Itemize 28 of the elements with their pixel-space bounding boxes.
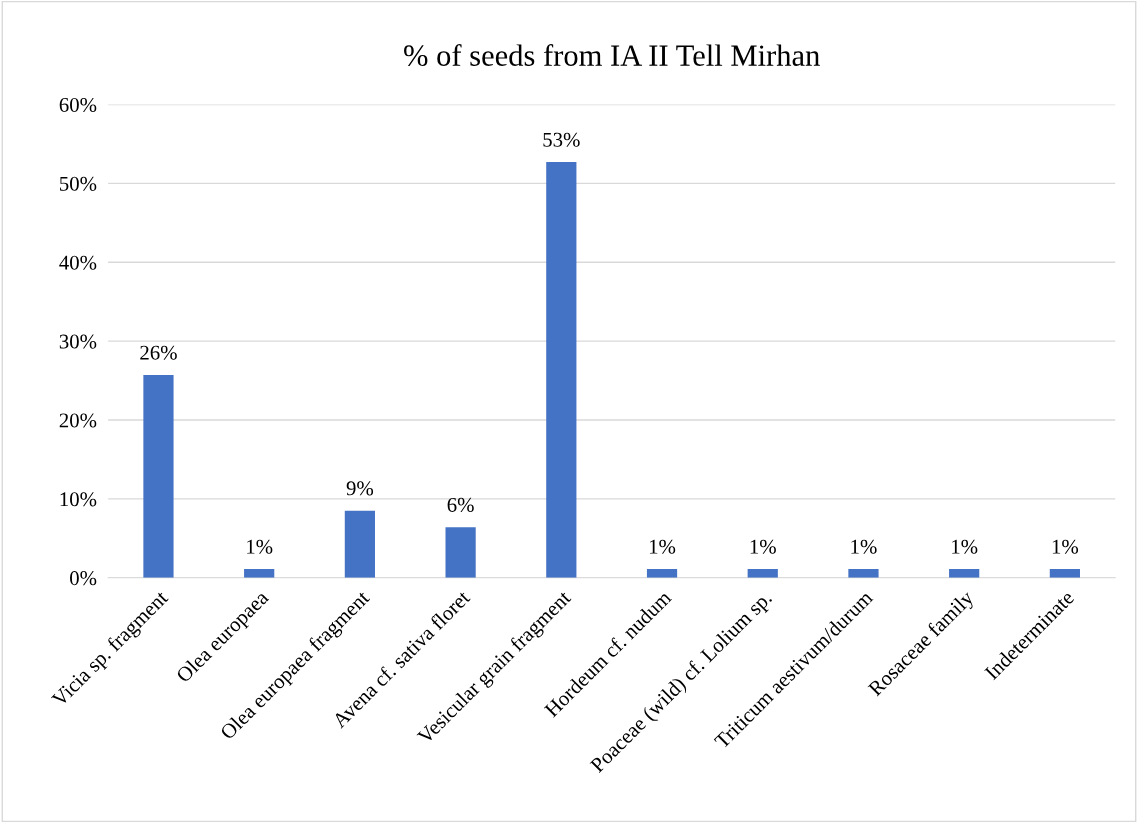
bar bbox=[949, 569, 980, 578]
chart-title: % of seeds from IA II Tell Mirhan bbox=[404, 44, 820, 67]
y-tick-label: 0% bbox=[70, 571, 97, 586]
data-label: 1% bbox=[851, 539, 877, 554]
bar bbox=[747, 569, 778, 578]
bar bbox=[344, 510, 375, 578]
y-tick-label: 60% bbox=[59, 97, 97, 113]
data-label: 53% bbox=[543, 132, 580, 147]
data-label: 1% bbox=[750, 539, 776, 554]
y-tick-label: 40% bbox=[59, 255, 97, 270]
data-label: 6% bbox=[447, 497, 474, 512]
data-label: 1% bbox=[1052, 539, 1079, 554]
data-label: 1% bbox=[952, 539, 978, 554]
bar bbox=[646, 569, 678, 578]
y-tick-label: 20% bbox=[59, 413, 97, 428]
data-label: 1% bbox=[247, 539, 273, 554]
y-tick-label: 10% bbox=[60, 492, 97, 507]
data-label: 9% bbox=[346, 481, 374, 496]
bar bbox=[546, 162, 577, 578]
data-label: 26% bbox=[140, 345, 177, 360]
y-tick-label: 50% bbox=[60, 176, 97, 191]
bar bbox=[445, 527, 476, 578]
bar bbox=[1049, 569, 1080, 578]
y-tick-label: 30% bbox=[59, 334, 97, 349]
bar bbox=[244, 569, 275, 578]
bar bbox=[143, 375, 174, 578]
bar bbox=[848, 569, 879, 578]
data-label: 1% bbox=[649, 539, 676, 554]
